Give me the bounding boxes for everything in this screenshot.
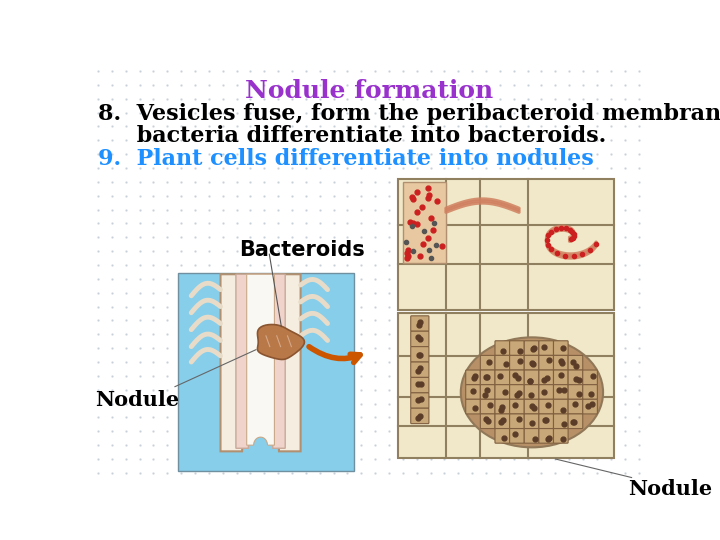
FancyBboxPatch shape <box>466 370 480 384</box>
FancyBboxPatch shape <box>466 384 480 399</box>
Text: Nodule formation: Nodule formation <box>245 79 493 103</box>
FancyBboxPatch shape <box>410 377 429 393</box>
FancyBboxPatch shape <box>510 429 524 443</box>
FancyBboxPatch shape <box>495 399 510 414</box>
FancyBboxPatch shape <box>554 370 568 384</box>
FancyBboxPatch shape <box>480 414 495 429</box>
Text: Nodule: Nodule <box>95 390 179 410</box>
FancyBboxPatch shape <box>568 399 582 414</box>
FancyBboxPatch shape <box>510 414 524 429</box>
FancyBboxPatch shape <box>568 414 582 429</box>
FancyBboxPatch shape <box>510 341 524 355</box>
FancyBboxPatch shape <box>495 355 510 370</box>
FancyBboxPatch shape <box>554 384 568 399</box>
Bar <box>403 182 446 263</box>
FancyBboxPatch shape <box>568 370 582 384</box>
Ellipse shape <box>461 338 603 447</box>
FancyBboxPatch shape <box>554 399 568 414</box>
FancyBboxPatch shape <box>495 414 510 429</box>
Text: Bacteroids: Bacteroids <box>240 240 365 260</box>
FancyBboxPatch shape <box>480 399 495 414</box>
Text: Nodule: Nodule <box>628 479 712 499</box>
Polygon shape <box>220 274 300 451</box>
FancyBboxPatch shape <box>539 414 554 429</box>
FancyBboxPatch shape <box>539 429 554 443</box>
FancyBboxPatch shape <box>480 355 495 370</box>
FancyBboxPatch shape <box>480 384 495 399</box>
FancyBboxPatch shape <box>582 384 598 399</box>
FancyBboxPatch shape <box>554 341 568 355</box>
FancyBboxPatch shape <box>568 355 582 370</box>
FancyBboxPatch shape <box>539 355 554 370</box>
Text: 9.  Plant cells differentiate into nodules: 9. Plant cells differentiate into nodule… <box>98 148 594 170</box>
Text: 8.  Vesicles fuse, form the peribacteroid membrane and: 8. Vesicles fuse, form the peribacteroid… <box>98 103 720 125</box>
FancyBboxPatch shape <box>554 429 568 443</box>
FancyBboxPatch shape <box>410 408 429 423</box>
FancyBboxPatch shape <box>495 341 510 355</box>
FancyBboxPatch shape <box>524 414 539 429</box>
Bar <box>398 179 614 309</box>
Polygon shape <box>236 274 285 448</box>
FancyBboxPatch shape <box>524 399 539 414</box>
Bar <box>398 313 614 457</box>
FancyBboxPatch shape <box>410 331 429 347</box>
Polygon shape <box>247 274 274 445</box>
FancyBboxPatch shape <box>539 399 554 414</box>
FancyBboxPatch shape <box>524 341 539 355</box>
FancyBboxPatch shape <box>582 399 598 414</box>
Bar <box>178 273 354 471</box>
FancyBboxPatch shape <box>568 384 582 399</box>
FancyBboxPatch shape <box>539 370 554 384</box>
FancyBboxPatch shape <box>524 384 539 399</box>
FancyBboxPatch shape <box>524 429 539 443</box>
Polygon shape <box>258 325 305 360</box>
FancyBboxPatch shape <box>466 399 480 414</box>
FancyBboxPatch shape <box>510 399 524 414</box>
FancyBboxPatch shape <box>539 341 554 355</box>
FancyBboxPatch shape <box>554 414 568 429</box>
FancyBboxPatch shape <box>539 384 554 399</box>
FancyBboxPatch shape <box>495 429 510 443</box>
FancyBboxPatch shape <box>510 355 524 370</box>
FancyBboxPatch shape <box>524 370 539 384</box>
FancyBboxPatch shape <box>554 355 568 370</box>
FancyBboxPatch shape <box>510 384 524 399</box>
FancyBboxPatch shape <box>510 370 524 384</box>
FancyBboxPatch shape <box>524 355 539 370</box>
FancyBboxPatch shape <box>410 316 429 331</box>
FancyBboxPatch shape <box>582 370 598 384</box>
FancyBboxPatch shape <box>410 347 429 362</box>
FancyBboxPatch shape <box>495 370 510 384</box>
FancyBboxPatch shape <box>495 384 510 399</box>
FancyBboxPatch shape <box>480 370 495 384</box>
Text: bacteria differentiate into bacteroids.: bacteria differentiate into bacteroids. <box>98 125 606 147</box>
FancyBboxPatch shape <box>410 393 429 408</box>
FancyBboxPatch shape <box>410 362 429 377</box>
